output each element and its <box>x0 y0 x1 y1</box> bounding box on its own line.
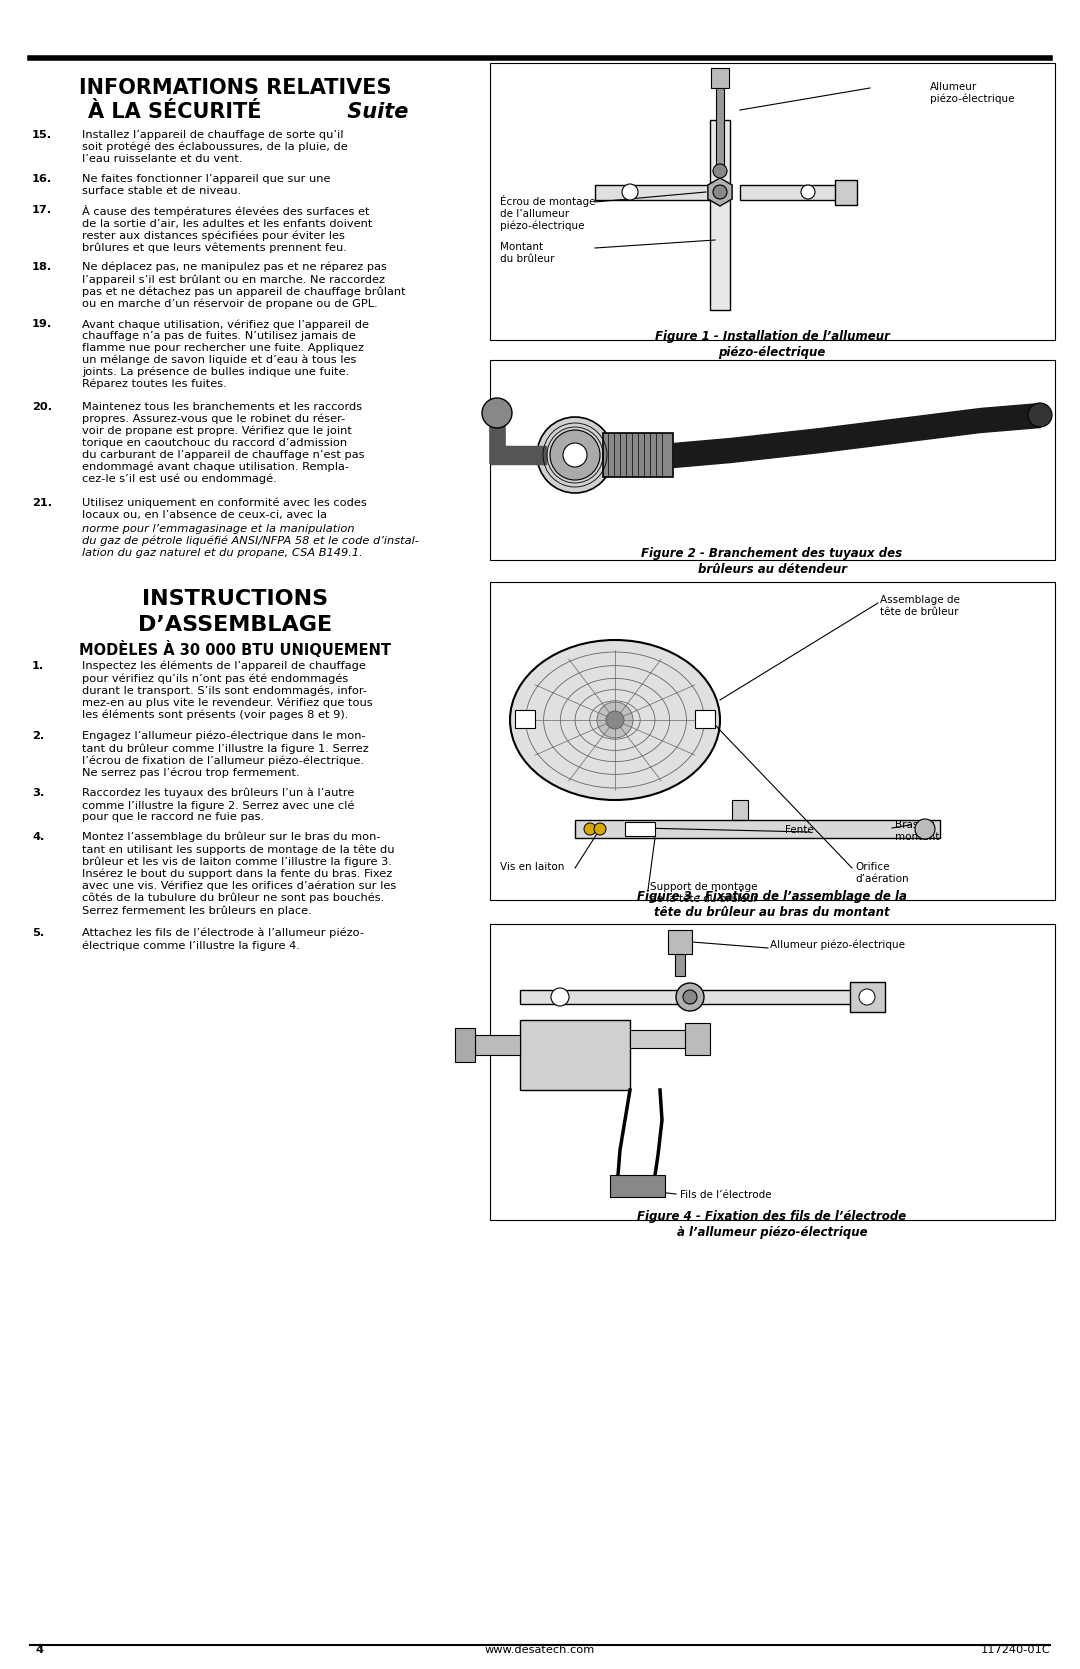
Text: Maintenez tous les branchements et les raccords
propres. Assurez-vous que le rob: Maintenez tous les branchements et les r… <box>82 402 365 484</box>
Bar <box>685 1023 710 1055</box>
Text: Support de montage
de la tête du brûleur: Support de montage de la tête du brûleur <box>650 881 758 903</box>
Circle shape <box>683 990 697 1005</box>
Text: Montez l’assemblage du brûleur sur le bras du mon-
tant en utilisant les support: Montez l’assemblage du brûleur sur le br… <box>82 833 396 916</box>
Text: 3.: 3. <box>32 788 44 798</box>
Text: Installez l’appareil de chauffage de sorte qu’il
soit protégé des éclaboussures,: Installez l’appareil de chauffage de sor… <box>82 130 348 164</box>
Text: 21.: 21. <box>32 497 52 507</box>
Text: Attachez les fils de l’électrode à l’allumeur piézo-
électrique comme l’illustre: Attachez les fils de l’électrode à l’all… <box>82 928 364 951</box>
Circle shape <box>713 185 727 199</box>
Text: 117240-01C: 117240-01C <box>981 1646 1050 1656</box>
Text: 4.: 4. <box>32 833 44 841</box>
Bar <box>696 709 715 728</box>
Bar <box>455 1028 475 1061</box>
Text: à l’allumeur piézo-électrique: à l’allumeur piézo-électrique <box>677 1227 867 1238</box>
Text: Figure 1 - Installation de l’allumeur: Figure 1 - Installation de l’allumeur <box>654 330 890 344</box>
Text: 1.: 1. <box>32 661 44 671</box>
Bar <box>732 799 748 819</box>
Text: Avant chaque utilisation, vérifiez que l’appareil de
chauffage n’a pas de fuites: Avant chaque utilisation, vérifiez que l… <box>82 319 369 389</box>
Circle shape <box>537 417 613 492</box>
Text: 19.: 19. <box>32 319 52 329</box>
Text: 5.: 5. <box>32 928 44 938</box>
Circle shape <box>550 431 600 481</box>
Text: Allumeur
piézo-électrique: Allumeur piézo-électrique <box>930 82 1014 103</box>
Text: Écrou de montage
de l’allumeur
piézo-électrique: Écrou de montage de l’allumeur piézo-éle… <box>500 195 595 230</box>
Bar <box>740 185 840 200</box>
Text: Assemblage de
tête de brûleur: Assemblage de tête de brûleur <box>880 596 960 616</box>
Bar <box>519 1020 630 1090</box>
Bar <box>475 1035 519 1055</box>
Text: 20.: 20. <box>32 402 52 412</box>
Text: 16.: 16. <box>32 174 52 184</box>
Text: 17.: 17. <box>32 205 52 215</box>
Text: INSTRUCTIONS: INSTRUCTIONS <box>141 589 328 609</box>
Text: Orifice
d’aération: Orifice d’aération <box>855 861 908 883</box>
Text: norme pour l’emmagasinage et la manipulation
du gaz de pétrole liquéfié ANSI/NFP: norme pour l’emmagasinage et la manipula… <box>82 524 419 557</box>
Text: Figure 4 - Fixation des fils de l’électrode: Figure 4 - Fixation des fils de l’électr… <box>637 1210 906 1223</box>
Circle shape <box>801 185 815 199</box>
Text: 4: 4 <box>35 1646 43 1656</box>
Bar <box>716 87 724 170</box>
Ellipse shape <box>510 639 720 799</box>
Text: Bras du
montant: Bras du montant <box>895 819 940 841</box>
Text: piézo-électrique: piézo-électrique <box>718 345 826 359</box>
Text: 18.: 18. <box>32 262 52 272</box>
Text: Figure 3 - Fixation de l’assemblage de la: Figure 3 - Fixation de l’assemblage de l… <box>637 890 907 903</box>
Bar <box>675 951 685 976</box>
Circle shape <box>563 442 588 467</box>
Circle shape <box>713 164 727 179</box>
Circle shape <box>594 823 606 834</box>
Circle shape <box>1028 402 1052 427</box>
Bar <box>669 930 692 955</box>
Circle shape <box>859 990 875 1005</box>
Text: Montant
du brûleur: Montant du brûleur <box>500 242 554 264</box>
Bar <box>630 1030 690 1048</box>
Text: À LA SÉCURITÉ: À LA SÉCURITÉ <box>89 102 261 122</box>
Text: Suite: Suite <box>340 102 408 122</box>
Text: Raccordez les tuyaux des brûleurs l’un à l’autre
comme l’illustre la figure 2. S: Raccordez les tuyaux des brûleurs l’un à… <box>82 788 354 823</box>
Bar <box>490 63 1055 340</box>
Text: Allumeur piézo-électrique: Allumeur piézo-électrique <box>770 940 905 951</box>
Bar <box>603 432 673 477</box>
Bar <box>610 1175 665 1197</box>
Circle shape <box>676 983 704 1011</box>
Text: Engagez l’allumeur piézo-électrique dans le mon-
tant du brûleur comme l’illustr: Engagez l’allumeur piézo-électrique dans… <box>82 731 368 778</box>
Circle shape <box>551 988 569 1006</box>
Circle shape <box>584 823 596 834</box>
Text: 2.: 2. <box>32 731 44 741</box>
Bar <box>515 709 535 728</box>
Bar <box>850 981 885 1011</box>
Bar <box>519 990 860 1005</box>
Circle shape <box>606 711 624 729</box>
Text: www.desatech.com: www.desatech.com <box>485 1646 595 1656</box>
Bar <box>711 68 729 88</box>
Circle shape <box>482 397 512 427</box>
Text: tête du brûleur au bras du montant: tête du brûleur au bras du montant <box>654 906 890 920</box>
Text: À cause des températures élevées des surfaces et
de la sortie d’air, les adultes: À cause des températures élevées des sur… <box>82 205 373 254</box>
Bar <box>625 823 654 836</box>
Bar <box>490 925 1055 1220</box>
Text: 15.: 15. <box>32 130 52 140</box>
Bar <box>595 185 720 200</box>
Text: brûleurs au détendeur: brûleurs au détendeur <box>698 562 847 576</box>
Text: Fils de l’électrode: Fils de l’électrode <box>680 1190 771 1200</box>
Bar <box>490 361 1055 561</box>
Text: MODÈLES À 30 000 BTU UNIQUEMENT: MODÈLES À 30 000 BTU UNIQUEMENT <box>79 641 391 658</box>
Circle shape <box>622 184 638 200</box>
Text: D’ASSEMBLAGE: D’ASSEMBLAGE <box>138 614 332 634</box>
Text: Figure 2 - Branchement des tuyaux des: Figure 2 - Branchement des tuyaux des <box>642 547 903 561</box>
Text: Ne déplacez pas, ne manipulez pas et ne réparez pas
l’appareil s’il est brûlant : Ne déplacez pas, ne manipulez pas et ne … <box>82 262 406 309</box>
Text: Utilisez uniquement en conformité avec les codes
locaux ou, en l’absence de ceux: Utilisez uniquement en conformité avec l… <box>82 497 367 521</box>
Text: Ne faites fonctionner l’appareil que sur une
surface stable et de niveau.: Ne faites fonctionner l’appareil que sur… <box>82 174 330 195</box>
Text: INFORMATIONS RELATIVES: INFORMATIONS RELATIVES <box>79 78 391 98</box>
Bar <box>835 180 858 205</box>
Bar <box>575 819 940 838</box>
Text: Vis en laiton: Vis en laiton <box>500 861 565 871</box>
Text: Inspectez les éléments de l’appareil de chauffage
pour vérifiez qu’ils n’ont pas: Inspectez les éléments de l’appareil de … <box>82 661 373 721</box>
Text: Fente: Fente <box>785 824 813 834</box>
Circle shape <box>915 819 935 840</box>
Bar <box>490 582 1055 900</box>
Bar <box>710 120 730 310</box>
Circle shape <box>597 703 633 738</box>
